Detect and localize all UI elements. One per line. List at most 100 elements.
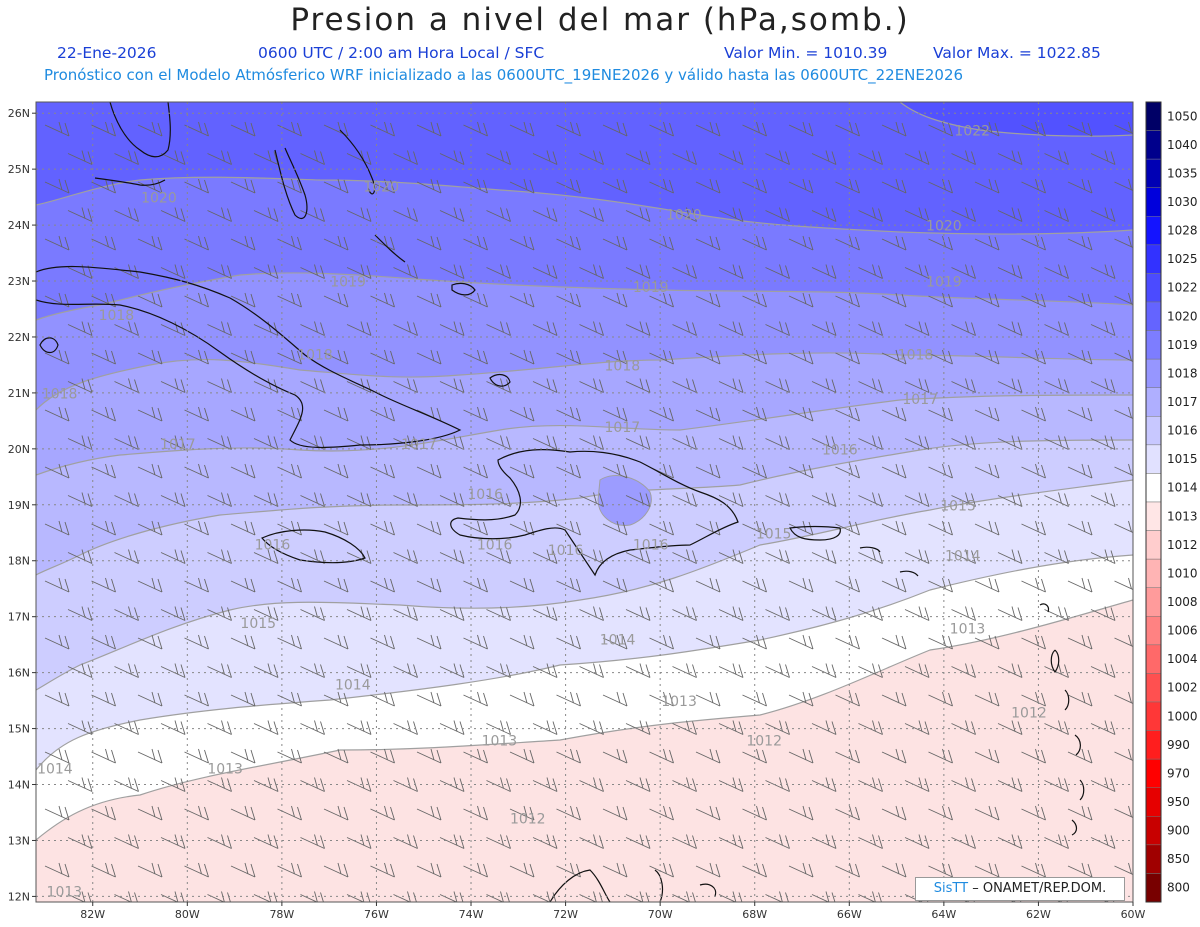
colorbar-swatch xyxy=(1145,730,1162,760)
wind-barb xyxy=(951,150,976,165)
wind-barb xyxy=(67,435,93,450)
contour-label: 1018 xyxy=(605,359,641,375)
wind-barb xyxy=(718,378,744,393)
wind-barb xyxy=(463,520,488,536)
wind-barb xyxy=(928,520,953,536)
axis-ticks: 26N 25N 24N 23N 22N 21N 20N 19N 18N 17N 16N 15N 14N 1… xyxy=(8,107,1146,921)
wind-barb xyxy=(928,748,953,764)
contour-label: 1016 xyxy=(548,543,584,559)
wind-barb xyxy=(718,549,744,564)
wind-barb xyxy=(137,634,163,650)
colorbar-swatch xyxy=(1145,387,1162,417)
wind-barb xyxy=(1021,292,1046,308)
contour-1019 xyxy=(36,272,1133,321)
wind-barb xyxy=(1044,435,1069,450)
wind-barb xyxy=(114,492,139,507)
wind-barb xyxy=(114,378,139,393)
wind-barb xyxy=(207,321,232,336)
wind-barb xyxy=(463,577,488,593)
colorbar-swatch xyxy=(1145,358,1162,388)
wind-barb xyxy=(1021,463,1046,479)
wind-barb xyxy=(439,321,465,336)
wind-barb xyxy=(207,150,232,165)
wind-barb xyxy=(67,207,93,222)
wind-barb xyxy=(625,834,651,849)
colorbar-swatch xyxy=(1145,673,1162,703)
wind-barb xyxy=(91,463,116,479)
wind-barb xyxy=(67,834,93,849)
lon-label: 70W xyxy=(648,908,673,921)
colorbar-swatch xyxy=(1145,844,1162,874)
wind-barb xyxy=(718,606,744,621)
wind-barb xyxy=(370,292,395,308)
wind-barb xyxy=(765,207,790,222)
wind-barb xyxy=(579,606,604,621)
coast-turks-caicos xyxy=(489,373,511,387)
coast-puerto-rico xyxy=(789,525,841,541)
coast-bahamas-long xyxy=(374,234,406,263)
wind-barb xyxy=(509,235,535,251)
wind-barb xyxy=(44,178,70,194)
wind-barb xyxy=(858,834,883,849)
wind-barb xyxy=(44,862,70,878)
wind-barb xyxy=(625,264,651,279)
wind-barb xyxy=(67,321,93,336)
lat-label: 23N xyxy=(8,275,30,288)
wind-barb xyxy=(346,720,372,735)
wind-barb xyxy=(463,349,488,365)
wind-barb xyxy=(91,121,116,137)
colorbar-swatch xyxy=(1145,558,1162,588)
lat-label: 26N xyxy=(8,107,30,120)
wind-barb xyxy=(788,634,814,650)
lat-label: 24N xyxy=(8,219,30,232)
wind-barb xyxy=(881,862,907,878)
colorbar-swatch xyxy=(1145,701,1162,731)
wind-barb xyxy=(416,292,442,308)
wind-barb xyxy=(788,349,814,365)
colorbar-label: 1002 xyxy=(1167,681,1198,695)
wind-barb xyxy=(881,292,907,308)
lon-label: 64W xyxy=(931,908,956,921)
wind-barb xyxy=(649,748,674,764)
colorbar-swatch xyxy=(1145,330,1162,360)
wind-barb xyxy=(416,178,442,194)
wind-barb xyxy=(625,606,651,621)
wind-barb xyxy=(649,520,674,536)
wind-barb xyxy=(602,520,628,536)
wind-barb xyxy=(997,435,1023,450)
wind-barb xyxy=(788,235,814,251)
wind-barb xyxy=(532,777,558,792)
wind-barb xyxy=(695,349,721,365)
wind-barb xyxy=(672,492,697,507)
wind-barb xyxy=(997,606,1023,621)
credit-text: – ONAMET/REP.DOM. xyxy=(972,881,1107,896)
wind-barb xyxy=(835,805,860,821)
wind-barb xyxy=(672,606,697,621)
wind-barb xyxy=(904,549,930,564)
wind-barb xyxy=(114,663,139,678)
wind-barb xyxy=(44,235,70,251)
colorbar: 1050 1040 1035 1030 1028 1025 1022 1020 1019 1018… xyxy=(1145,101,1198,903)
wind-barb xyxy=(695,178,721,194)
wind-barb xyxy=(300,891,324,902)
wind-barb xyxy=(207,720,232,735)
wind-barb xyxy=(1090,777,1116,792)
wind-barb xyxy=(44,463,70,479)
wind-barb xyxy=(253,834,279,849)
chart-title: Presion a nivel del mar (hPa,somb.) xyxy=(290,2,910,38)
wind-barb xyxy=(370,577,395,593)
wind-barb xyxy=(230,463,256,479)
wind-barb xyxy=(602,748,628,764)
wind-barb xyxy=(230,520,256,536)
wind-barb xyxy=(44,520,70,536)
wind-barb xyxy=(602,235,628,251)
wind-barb xyxy=(881,691,907,707)
wind-barb xyxy=(1067,634,1093,650)
wind-barb xyxy=(997,834,1023,849)
lat-label: 16N xyxy=(8,667,30,680)
wind-barb xyxy=(393,264,418,279)
wind-barb xyxy=(765,720,790,735)
wind-barb xyxy=(811,264,837,279)
wind-barb xyxy=(788,463,814,479)
wind-barb xyxy=(439,150,465,165)
